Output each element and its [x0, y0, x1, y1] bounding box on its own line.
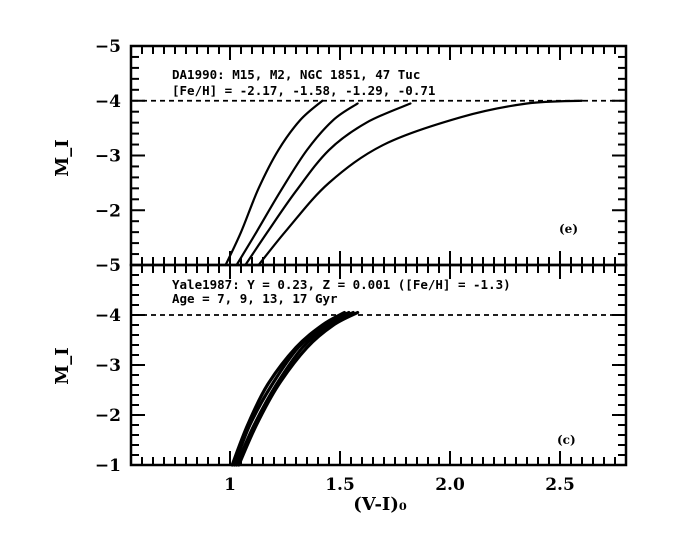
panel-e-y-tick-label-3: −5 [95, 37, 121, 57]
panel-e-tag: (e) [559, 222, 578, 236]
panel-c-y-tick-label-0: −1 [95, 456, 121, 476]
panel-e-curves [224, 99, 584, 267]
panel-c-curve-1 [232, 310, 351, 467]
panel-e-curve-2 [244, 102, 412, 267]
panel-e-y-axis-label: M_I [52, 139, 73, 176]
panel-c-y-tick-label-2: −3 [95, 356, 121, 376]
panel-c-x-tick-label-2: 2.0 [435, 475, 465, 495]
panel-c-y-axis-label: M_I [52, 347, 73, 384]
panel-e: −2 −3 −4 −5 DA1990: M15, M2, NGC 1851, 47 T… [52, 37, 628, 267]
panel-e-curve-1 [235, 102, 359, 267]
panel-c-x-tick-label-1: 1.5 [325, 475, 355, 495]
panel-c-x-tick-label-0: 1 [224, 475, 236, 495]
panel-e-y-tick-label-2: −4 [95, 92, 121, 112]
panel-e-curve-3 [257, 99, 584, 267]
panel-c-tag: (c) [557, 433, 576, 447]
panel-e-y-tick-label-0: −2 [95, 201, 121, 221]
panel-c-curve-2 [235, 310, 355, 467]
panel-c-x-tick-labels: 1 1.5 2.0 2.5 [224, 475, 575, 495]
panel-c-y-tick-label-1: −2 [95, 406, 121, 426]
panel-c: −1 −2 −3 −4 −5 1 1.5 2.0 2.5 Yale1987: Y = 0.23… [52, 256, 628, 515]
panel-c-annotation-line-1: Yale1987: Y = 0.23, Z = 0.001 ([Fe/H] = … [172, 277, 511, 292]
panel-e-ticks [131, 45, 627, 266]
panel-e-annotation-line-1: DA1990: M15, M2, NGC 1851, 47 Tuc [172, 67, 420, 82]
panel-e-y-tick-labels: −2 −3 −4 −5 [95, 37, 121, 221]
panel-c-curves [230, 310, 360, 467]
panel-c-annotation-line-2: Age = 7, 9, 13, 17 Gyr [172, 291, 338, 306]
panel-e-annotation-line-2: [Fe/H] = -2.17, -1.58, -1.29, -0.71 [172, 83, 435, 98]
panel-c-curve-3 [237, 310, 360, 467]
panel-c-y-tick-label-3: −4 [95, 306, 121, 326]
panel-c-x-axis-label: (V-I)₀ [353, 494, 407, 515]
panel-c-y-tick-label-4: −5 [95, 256, 121, 276]
panel-c-ticks [131, 264, 627, 466]
panel-c-x-tick-label-3: 2.5 [545, 475, 575, 495]
panel-e-curve-0 [224, 99, 324, 267]
panel-e-y-tick-label-1: −3 [95, 147, 121, 167]
panel-c-y-tick-labels: −1 −2 −3 −4 −5 [95, 256, 121, 476]
